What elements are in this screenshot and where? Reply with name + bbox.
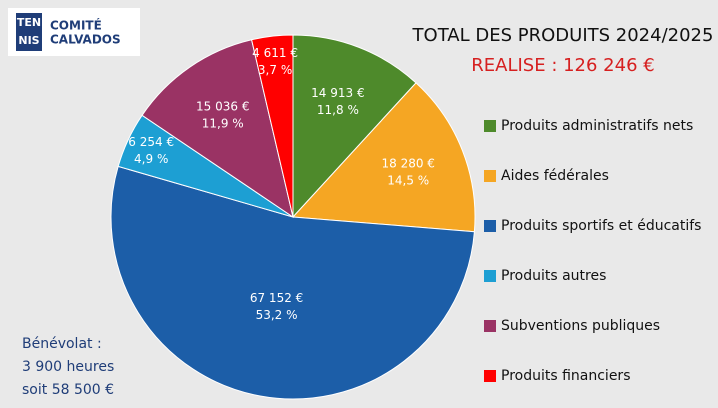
- logo-text: TEN: [17, 16, 41, 29]
- note: 3 900 heures: [22, 359, 114, 375]
- pie-slice: [110, 165, 475, 400]
- legend-swatch: [484, 270, 496, 282]
- legend-label: Produits sportifs et éducatifs: [501, 218, 701, 234]
- legend-swatch: [484, 170, 496, 182]
- value-label: 4 611 €: [252, 46, 298, 60]
- percent-label: 11,8 %: [317, 103, 359, 117]
- pie-slice: [292, 34, 417, 219]
- percent-label: 11,9 %: [202, 117, 244, 131]
- legend-swatch: [484, 220, 496, 232]
- note: soit 58 500 €: [22, 382, 114, 398]
- percent-label: 4,9 %: [134, 152, 168, 166]
- pie-slice: [250, 34, 294, 218]
- percent-label: 53,2 %: [256, 308, 298, 322]
- legend-label: Produits autres: [501, 268, 606, 284]
- value-label: 67 152 €: [250, 291, 303, 305]
- legend-swatch: [484, 120, 496, 132]
- value-label: 18 280 €: [382, 156, 435, 170]
- legend-label: Subventions publiques: [501, 318, 660, 334]
- legend-swatch: [484, 320, 496, 332]
- chart-title: TOTAL DES PRODUITS 2024/2025: [412, 25, 714, 46]
- logo-mark: [16, 13, 42, 51]
- value-label: 15 036 €: [196, 100, 249, 114]
- note: Bénévolat :: [22, 336, 102, 352]
- logo-text: NIS: [18, 34, 39, 47]
- legend-swatch: [484, 370, 496, 382]
- legend-label: Produits financiers: [501, 368, 631, 384]
- pie-slice: [141, 39, 294, 219]
- percent-label: 3,7 %: [258, 63, 292, 77]
- logo-name: CALVADOS: [50, 33, 121, 47]
- legend-label: Produits administratifs nets: [501, 118, 693, 134]
- logo-name: COMITÉ: [50, 18, 102, 33]
- value-label: 6 254 €: [128, 135, 174, 149]
- percent-label: 14,5 %: [387, 173, 429, 187]
- chart-subtitle: REALISE : 126 246 €: [471, 55, 654, 76]
- value-label: 14 913 €: [311, 86, 364, 100]
- legend-label: Aides fédérales: [501, 168, 609, 184]
- pie-slice: [291, 82, 476, 233]
